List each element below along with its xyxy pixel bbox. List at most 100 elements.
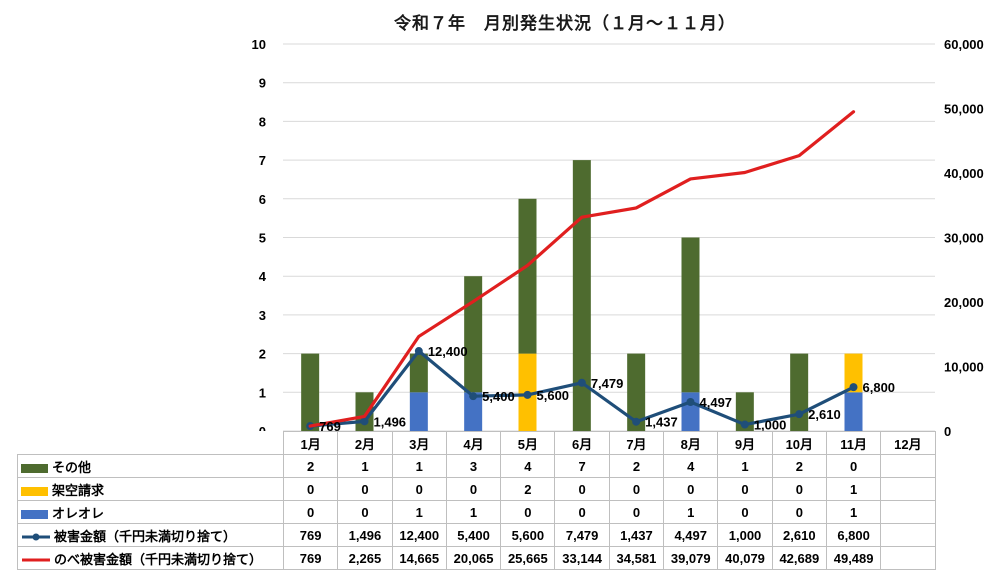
line-marker — [849, 383, 858, 392]
table-value-cell: 49,489 — [825, 546, 882, 570]
left-axis-tick: 8 — [259, 114, 266, 129]
data-label: 2,610 — [808, 407, 841, 422]
legend-label: その他 — [52, 459, 92, 475]
legend-key-icon — [22, 558, 50, 562]
legend-cell: 架空請求 — [17, 477, 284, 501]
month-header-cell: 1月 — [282, 431, 339, 455]
table-value-cell: 0 — [554, 477, 610, 501]
table-row: 被害金額（千円未満切り捨て） 769 1,496 12,400 5,400 5,600 7,… — [17, 523, 936, 547]
bar-segment — [844, 392, 863, 431]
table-value-cell — [880, 546, 936, 570]
table-value-cell: 2,610 — [771, 523, 827, 547]
table-row: オレオレ 0 0 1 1 0 0 0 1 0 0 1 — [17, 500, 936, 524]
table-value-cell: 1 — [445, 500, 502, 524]
table-value-cell: 0 — [608, 477, 665, 501]
bar-segment — [681, 237, 700, 393]
table-value-cell: 4 — [663, 454, 719, 478]
bar-segment — [844, 353, 863, 393]
table-value-cell: 0 — [717, 477, 773, 501]
month-header-cell: 11月 — [825, 431, 882, 455]
table-value-cell: 1 — [391, 454, 447, 478]
month-header-cell: 4月 — [445, 431, 502, 455]
right-axis-tick: 0 — [944, 424, 951, 439]
table-value-cell: 4,497 — [663, 523, 719, 547]
table-value-cell: 1,496 — [337, 523, 393, 547]
bar-segment — [409, 353, 428, 393]
table-value-cell: 3 — [445, 454, 502, 478]
legend-label: 架空請求 — [52, 482, 105, 498]
line-marker — [740, 420, 749, 429]
right-axis-tick: 30,000 — [944, 231, 984, 246]
table-value-cell: 7,479 — [554, 523, 610, 547]
table-value-cell: 0 — [771, 500, 827, 524]
table-row: 架空請求 0 0 0 0 2 0 0 0 0 0 1 — [17, 477, 936, 501]
line-marker — [795, 410, 804, 419]
line-series — [308, 110, 856, 428]
table-value-cell: 2 — [282, 454, 339, 478]
right-axis-tick: 10,000 — [944, 360, 984, 375]
month-header-cell: 12月 — [880, 431, 936, 455]
table-value-cell: 0 — [825, 454, 882, 478]
line-marker — [577, 378, 586, 387]
table-value-cell: 20,065 — [445, 546, 502, 570]
bar-segment — [627, 353, 646, 431]
data-label: 6,800 — [863, 380, 896, 395]
left-axis-tick: 6 — [259, 192, 266, 207]
table-value-cell: 1 — [825, 500, 882, 524]
right-axis-tick: 20,000 — [944, 295, 984, 310]
table-value-cell: 40,079 — [717, 546, 773, 570]
table-value-cell: 2 — [771, 454, 827, 478]
table-value-cell: 1 — [825, 477, 882, 501]
legend-key-icon — [21, 486, 48, 496]
table-value-cell: 1,000 — [717, 523, 773, 547]
left-axis-tick: 2 — [259, 347, 266, 362]
data-label: 12,400 — [428, 344, 468, 359]
table-value-cell — [880, 500, 936, 524]
table-value-cell: 0 — [337, 500, 393, 524]
legend-label: オレオレ — [52, 505, 105, 521]
legend-key-icon — [21, 509, 48, 519]
left-axis-tick: 9 — [259, 76, 266, 91]
month-header-cell: 6月 — [554, 431, 610, 455]
table-value-cell: 14,665 — [391, 546, 447, 570]
table-value-cell: 33,144 — [554, 546, 610, 570]
bar-segment — [518, 198, 537, 354]
month-header-cell: 8月 — [663, 431, 719, 455]
data-label: 5,600 — [537, 388, 570, 403]
table-value-cell — [880, 454, 936, 478]
table-value-cell: 2 — [608, 454, 665, 478]
data-label: 1,437 — [645, 415, 678, 430]
month-header-cell: 3月 — [391, 431, 447, 455]
table-value-cell: 1 — [337, 454, 393, 478]
data-label: 1,000 — [754, 418, 787, 433]
table-value-cell: 12,400 — [391, 523, 447, 547]
bar-segment — [464, 276, 483, 393]
table-header-row: 1月 2月 3月 4月 5月 6月 7月 8月 9月 10月 11月 12月 — [17, 431, 936, 455]
table-value-cell: 1 — [717, 454, 773, 478]
legend-label: 被害金額（千円未満切り捨て） — [54, 528, 237, 544]
month-header-cell: 7月 — [608, 431, 665, 455]
month-header-cell: 10月 — [771, 431, 827, 455]
left-axis-tick: 7 — [259, 153, 266, 168]
table-value-cell — [880, 523, 936, 547]
right-axis-tick: 40,000 — [944, 166, 984, 181]
table-value-cell: 2,265 — [337, 546, 393, 570]
table-value-cell: 34,581 — [608, 546, 665, 570]
table-value-cell: 0 — [663, 477, 719, 501]
line-marker — [469, 392, 478, 401]
table-value-cell: 4 — [500, 454, 556, 478]
bar-segment — [464, 392, 483, 431]
table-value-cell: 0 — [717, 500, 773, 524]
table-value-cell: 39,079 — [663, 546, 719, 570]
table-value-cell: 0 — [554, 500, 610, 524]
table-value-cell: 5,400 — [445, 523, 502, 547]
table-value-cell: 0 — [391, 477, 447, 501]
data-label: 1,496 — [374, 414, 407, 429]
table-value-cell: 0 — [500, 500, 556, 524]
legend-cell: 被害金額（千円未満切り捨て） — [17, 523, 284, 547]
legend-cell: その他 — [17, 454, 284, 478]
month-header-cell: 5月 — [500, 431, 556, 455]
legend-label: のべ被害金額（千円未満切り捨て） — [54, 551, 263, 567]
bar-segment — [409, 392, 428, 431]
